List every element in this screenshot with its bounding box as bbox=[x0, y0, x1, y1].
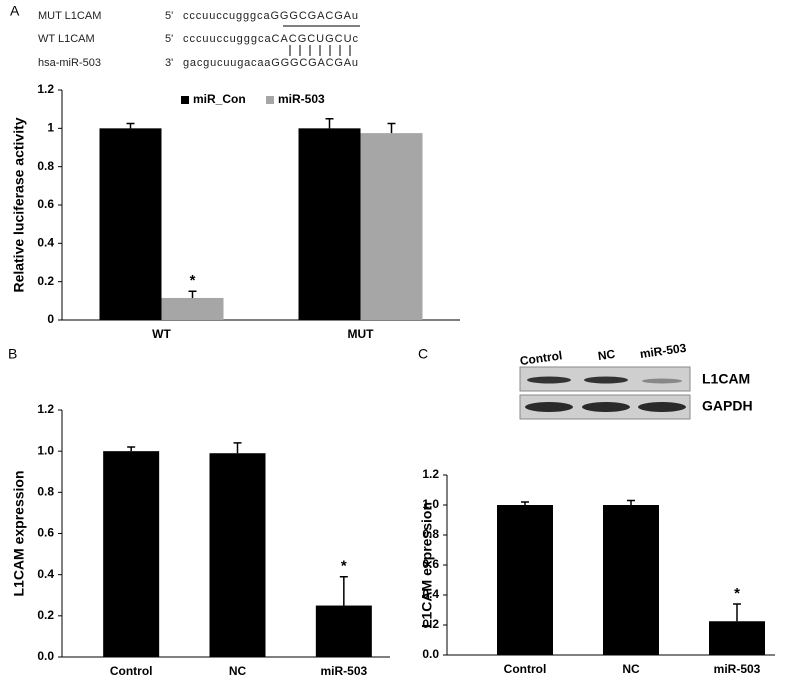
lane-label: NC bbox=[597, 347, 616, 363]
lane-label: miR-503 bbox=[639, 341, 688, 361]
seq: gacgucuugacaaGGGCGACGAu bbox=[183, 57, 358, 69]
bar bbox=[315, 605, 372, 657]
legend-label: miR_Con bbox=[193, 92, 246, 106]
seq-end: 5' bbox=[165, 10, 173, 22]
y-axis-label: Relative luciferase activity bbox=[11, 117, 27, 292]
y-tick-label: 0.4 bbox=[422, 587, 439, 601]
y-axis-label: L1CAM expression bbox=[419, 502, 435, 628]
bar bbox=[161, 297, 224, 320]
y-tick-label: 0.2 bbox=[37, 608, 54, 622]
y-tick-label: 0 bbox=[47, 312, 54, 326]
panel-letter: A bbox=[10, 3, 20, 19]
seq: cccuuccugggcaGGGCGACGAu bbox=[183, 10, 358, 22]
pairing-lines bbox=[289, 45, 351, 56]
error-bar bbox=[733, 603, 741, 622]
panel-letter: B bbox=[8, 346, 17, 362]
seq-end: 3' bbox=[165, 57, 173, 69]
bar bbox=[360, 133, 423, 320]
y-tick-label: 1.2 bbox=[37, 402, 54, 416]
significance-mark: * bbox=[734, 585, 740, 602]
bar bbox=[709, 621, 765, 655]
error-bar bbox=[339, 575, 348, 606]
x-tick-label: WT bbox=[152, 327, 171, 341]
y-tick-label: 0.6 bbox=[37, 197, 54, 211]
y-tick-label: 0.4 bbox=[37, 236, 54, 250]
y-tick-label: 0.2 bbox=[37, 274, 54, 288]
bar bbox=[497, 505, 553, 655]
bar bbox=[298, 128, 361, 320]
y-tick-label: 1.0 bbox=[422, 497, 439, 511]
legend-swatch bbox=[181, 96, 189, 104]
y-tick-label: 1.2 bbox=[37, 82, 54, 96]
legend-swatch bbox=[266, 96, 274, 104]
seq: cccuuccugggcaCACGCUGCUc bbox=[183, 33, 359, 45]
y-tick-label: 0.6 bbox=[422, 557, 439, 571]
seq-name: MUT L1CAM bbox=[38, 10, 101, 22]
protein-label: GAPDH bbox=[702, 398, 753, 414]
seq-name: WT L1CAM bbox=[38, 33, 95, 45]
bar bbox=[103, 451, 160, 657]
bar bbox=[99, 128, 162, 320]
bar bbox=[209, 453, 266, 657]
error-bar bbox=[627, 499, 635, 505]
significance-mark: * bbox=[341, 558, 347, 575]
protein-label: L1CAM bbox=[702, 371, 750, 387]
error-bar bbox=[325, 118, 334, 129]
y-tick-label: 0.0 bbox=[422, 647, 439, 661]
y-tick-label: 0.0 bbox=[37, 649, 54, 663]
y-tick-label: 0.2 bbox=[422, 617, 439, 631]
seq-name: hsa-miR-503 bbox=[38, 57, 101, 69]
y-tick-label: 0.8 bbox=[37, 485, 54, 499]
panel-letter: C bbox=[418, 346, 428, 362]
y-axis-label: L1CAM expression bbox=[11, 470, 27, 596]
error-bar bbox=[387, 122, 396, 134]
x-tick-label: miR-503 bbox=[320, 664, 367, 678]
x-tick-label: miR-503 bbox=[714, 662, 761, 676]
error-bar bbox=[521, 501, 529, 505]
y-tick-label: 1.2 bbox=[422, 467, 439, 481]
seq-end: 5' bbox=[165, 33, 173, 45]
bar bbox=[603, 505, 659, 655]
y-tick-label: 0.4 bbox=[37, 567, 54, 581]
y-tick-label: 0.8 bbox=[422, 527, 439, 541]
error-bar bbox=[127, 446, 136, 452]
x-tick-label: NC bbox=[229, 664, 247, 678]
error-bar bbox=[233, 442, 242, 454]
y-tick-label: 0.8 bbox=[37, 159, 54, 173]
legend-label: miR-503 bbox=[278, 92, 325, 106]
x-tick-label: Control bbox=[504, 662, 547, 676]
y-tick-label: 1.0 bbox=[37, 443, 54, 457]
error-bar bbox=[126, 122, 135, 129]
significance-mark: * bbox=[190, 272, 196, 289]
western-blot bbox=[519, 366, 691, 420]
x-tick-label: Control bbox=[110, 664, 153, 678]
y-tick-label: 0.6 bbox=[37, 526, 54, 540]
error-bar bbox=[188, 290, 197, 298]
y-tick-label: 1 bbox=[47, 121, 54, 135]
lane-label: Control bbox=[519, 348, 563, 368]
x-tick-label: NC bbox=[622, 662, 640, 676]
x-tick-label: MUT bbox=[348, 327, 375, 341]
